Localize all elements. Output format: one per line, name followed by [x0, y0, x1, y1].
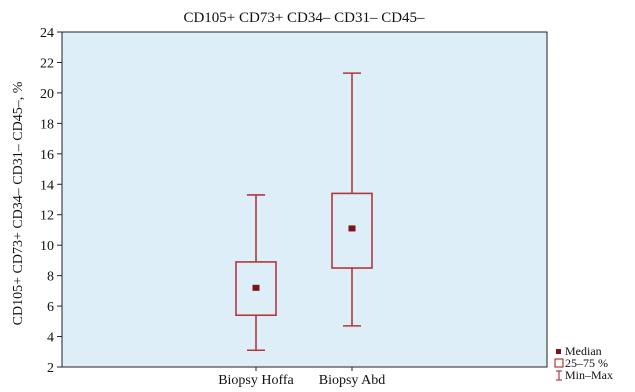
median-marker: [348, 225, 356, 232]
median-marker: [252, 284, 260, 291]
legend-label: Min–Max: [565, 368, 613, 382]
y-tick-label: 10: [40, 239, 54, 254]
chart-title: CD105+ CD73+ CD34– CD31– CD45–: [183, 10, 425, 26]
y-tick-label: 6: [47, 300, 54, 315]
x-tick-label: Biopsy Abd: [319, 373, 386, 388]
box-series: [235, 72, 373, 352]
y-tick-label: 2: [47, 361, 54, 376]
y-tick-label: 24: [40, 26, 54, 41]
y-tick-label: 20: [40, 87, 54, 102]
legend-box-swatch: [554, 358, 564, 368]
y-tick-label: 22: [40, 56, 54, 71]
box-abd: [331, 72, 373, 327]
legend-item-median: Median: [556, 344, 602, 358]
y-tick-label: 14: [40, 178, 54, 193]
box-iqr: [331, 192, 373, 269]
y-tick-label: 18: [40, 117, 54, 132]
legend-item-whisker: Min–Max: [556, 368, 613, 382]
y-tick-label: 4: [47, 331, 54, 346]
y-tick-label: 16: [40, 148, 54, 163]
legend-label: 25–75 %: [565, 356, 608, 370]
legend-median-swatch: [556, 349, 561, 354]
y-tick-label: 8: [47, 270, 54, 285]
legend-item-box: 25–75 %: [554, 356, 608, 370]
y-tick-label: 12: [40, 209, 54, 224]
box-iqr: [235, 261, 277, 317]
plot-area: [61, 31, 548, 368]
x-axis-ticks: Biopsy Hoffa Biopsy Abd: [218, 367, 385, 388]
x-tick-label: Biopsy Hoffa: [218, 373, 294, 388]
y-axis-label: CD105+ CD73+ CD34– CD31– CD45–, %: [11, 81, 26, 325]
legend-label: Median: [565, 344, 602, 358]
box-hoffa: [235, 194, 277, 352]
